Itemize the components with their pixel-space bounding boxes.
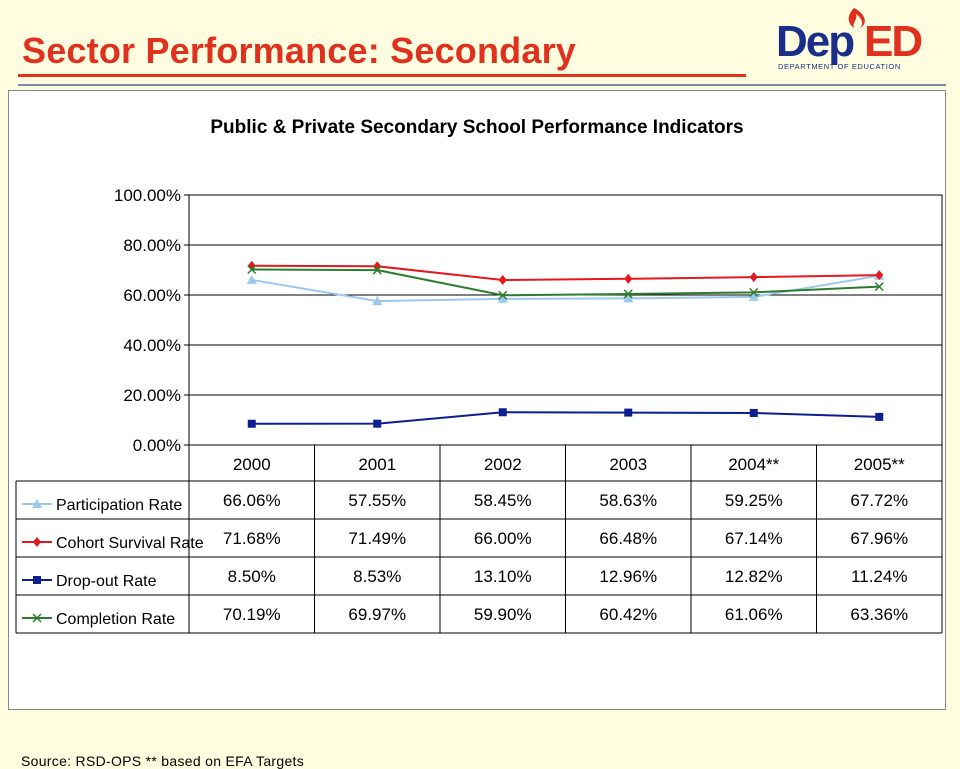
data-point	[497, 293, 508, 303]
data-point	[372, 296, 383, 306]
data-point	[749, 287, 759, 297]
data-point	[247, 419, 256, 428]
data-point	[749, 408, 758, 417]
data-point	[875, 270, 884, 281]
plot-area-border	[188, 194, 943, 446]
x-category-label: 2001	[358, 455, 396, 474]
data-label: 8.50%	[228, 567, 276, 586]
data-label: 61.06%	[725, 605, 783, 624]
series-line	[251, 411, 880, 425]
data-label: 59.25%	[725, 491, 783, 510]
data-point	[874, 282, 884, 292]
deped-logo: Dep ED DEPARTMENT OF EDUCATION	[776, 8, 923, 71]
data-label: 12.82%	[725, 567, 783, 586]
data-label: 13.10%	[474, 567, 532, 586]
gridlines	[188, 194, 943, 446]
data-label: 58.63%	[599, 491, 657, 510]
data-point	[748, 291, 759, 301]
x-category-label: 2000	[233, 455, 271, 474]
data-label: 58.45%	[474, 491, 532, 510]
data-label: 67.14%	[725, 529, 783, 548]
marker-stroke	[874, 282, 884, 292]
data-table: 2000 2001 2002 2003 2004** 2005** Participatio…	[15, 445, 943, 634]
marker-stroke	[623, 289, 633, 299]
data-point	[875, 412, 884, 421]
data-label: 71.68%	[223, 529, 281, 548]
x-category-label: 2003	[609, 455, 647, 474]
source-note: Source: RSD-OPS ** based on EFA Targets	[21, 753, 305, 769]
data-point	[33, 537, 41, 547]
title-rule	[18, 84, 946, 86]
data-point	[624, 273, 633, 284]
y-tick-label: 60.00%	[123, 286, 181, 305]
data-point	[623, 289, 633, 299]
data-label: 71.49%	[348, 529, 406, 548]
svg-text:ED: ED	[864, 17, 921, 66]
svg-text:DEPARTMENT OF EDUCATION: DEPARTMENT OF EDUCATION	[778, 62, 901, 71]
y-tick-label: 0.00%	[133, 436, 181, 455]
legend-label: Completion Rate	[56, 611, 175, 628]
data-label: 66.00%	[474, 529, 532, 548]
series-line	[251, 274, 880, 303]
marker-stroke	[32, 613, 42, 623]
series-line	[251, 264, 880, 282]
x-category-label: 2005**	[854, 455, 905, 474]
data-label: 70.19%	[223, 605, 281, 624]
y-tick-label: 80.00%	[123, 236, 181, 255]
data-label: 12.96%	[599, 567, 657, 586]
data-label: 60.42%	[599, 605, 657, 624]
data-point	[623, 293, 634, 303]
data-label: 69.97%	[348, 605, 406, 624]
data-point	[372, 265, 382, 275]
data-point	[498, 408, 507, 417]
slide-title: Sector Performance: Secondary	[22, 30, 577, 71]
marker-stroke	[498, 290, 508, 300]
data-point	[498, 290, 508, 300]
data-point	[32, 613, 42, 623]
x-category-label: 2004**	[728, 455, 779, 474]
series-lines	[246, 260, 885, 428]
data-point	[33, 576, 41, 584]
y-tick-label: 40.00%	[123, 336, 181, 355]
y-tick-label: 100.00%	[114, 186, 181, 205]
chart-title: Public & Private Secondary School Perfor…	[210, 117, 743, 138]
y-tick-label: 20.00%	[123, 386, 181, 405]
legend-label: Cohort Survival Rate	[56, 535, 204, 552]
data-point	[373, 419, 382, 428]
marker-stroke	[749, 287, 759, 297]
data-label: 59.90%	[474, 605, 532, 624]
data-point	[247, 264, 257, 275]
data-label: 67.96%	[850, 529, 908, 548]
legend-label: Drop-out Rate	[56, 573, 157, 590]
y-axis: 100.00% 80.00% 60.00% 40.00% 20.00% 0.00%	[114, 186, 189, 455]
data-label: 66.06%	[223, 491, 281, 510]
marker-stroke	[372, 265, 382, 275]
data-point	[498, 275, 507, 285]
x-category-label: 2002	[484, 455, 522, 474]
data-point	[749, 272, 758, 283]
marker-stroke	[247, 264, 257, 275]
title-underline	[18, 74, 746, 77]
data-point	[246, 274, 257, 284]
chart-frame: Public & Private Secondary School Perfor…	[8, 90, 946, 769]
data-label: 63.36%	[850, 605, 908, 624]
legend-label: Participation Rate	[56, 497, 182, 514]
data-label: 67.72%	[850, 491, 908, 510]
torch-flame-icon	[848, 8, 865, 28]
data-label: 8.53%	[353, 567, 401, 586]
data-label: 57.55%	[348, 491, 406, 510]
data-point	[32, 499, 42, 508]
line-chart: Public & Private Secondary School Perfor…	[15, 117, 943, 634]
data-point	[624, 408, 633, 417]
data-label: 66.48%	[599, 529, 657, 548]
series-line	[251, 268, 880, 297]
data-label: 11.24%	[851, 567, 907, 586]
svg-text:Dep: Dep	[776, 17, 854, 66]
